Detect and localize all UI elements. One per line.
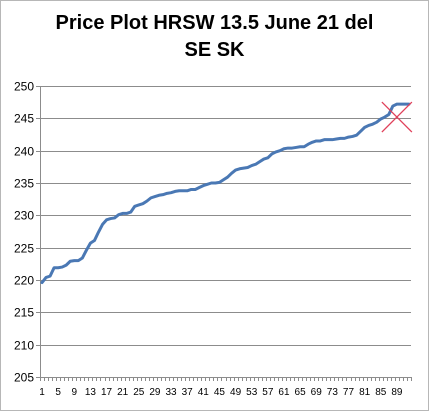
axes	[36, 86, 412, 381]
x-tick-label: 25	[133, 387, 145, 398]
x-marker-stroke-2	[381, 101, 413, 133]
x-tick-label: 89	[391, 387, 403, 398]
x-tick-label: 73	[327, 387, 339, 398]
x-tick-label: 41	[198, 387, 210, 398]
y-tick-label: 240	[14, 145, 34, 159]
x-tick-label: 77	[343, 387, 355, 398]
chart-title-line-1: Price Plot HRSW 13.5 June 21 del	[55, 12, 374, 34]
x-tick-labels: 1 5 9 13 17 21 25 29 33 37 41 45 49 53 57 61 65 69 73 77 81 8…	[39, 387, 403, 398]
x-tick-label: 69	[311, 387, 323, 398]
gridlines	[40, 86, 411, 346]
chart-title-line-2: SE SK	[184, 39, 245, 61]
chart-title: Price Plot HRSW 13.5 June 21 del SE SK	[0, 10, 429, 64]
x-tick-label: 57	[262, 387, 274, 398]
x-tick-label: 65	[295, 387, 307, 398]
y-tick-labels: 205 210 215 220 225 230 235 240 245 250	[14, 80, 34, 385]
x-tick-label: 29	[149, 387, 161, 398]
annotation	[381, 101, 413, 133]
x-tick-label: 45	[214, 387, 226, 398]
y-tick-label: 215	[14, 306, 34, 320]
x-tick-label: 49	[230, 387, 242, 398]
x-tick-label: 21	[117, 387, 129, 398]
series-line-0	[40, 102, 411, 285]
x-tick-label: 37	[182, 387, 194, 398]
x-tick-label: 81	[359, 387, 371, 398]
x-tick-label: 61	[278, 387, 290, 398]
y-tick-label: 220	[14, 274, 34, 288]
y-tick-label: 230	[14, 209, 34, 223]
x-tick-label: 1	[39, 387, 45, 398]
x-tick-label: 85	[375, 387, 387, 398]
y-tick-label: 225	[14, 242, 34, 256]
y-tick-label: 210	[14, 339, 34, 353]
y-tick-label: 245	[14, 112, 34, 126]
x-tick-label: 53	[246, 387, 258, 398]
x-tick-label: 13	[85, 387, 97, 398]
series	[40, 102, 411, 285]
x-tick-label: 33	[165, 387, 177, 398]
x-tick-label: 17	[101, 387, 113, 398]
y-tick-label: 235	[14, 177, 34, 191]
x-tick-label: 5	[55, 387, 61, 398]
x-tick-label: 9	[71, 387, 77, 398]
y-tick-label: 205	[14, 371, 34, 385]
y-tick-label: 250	[14, 80, 34, 94]
